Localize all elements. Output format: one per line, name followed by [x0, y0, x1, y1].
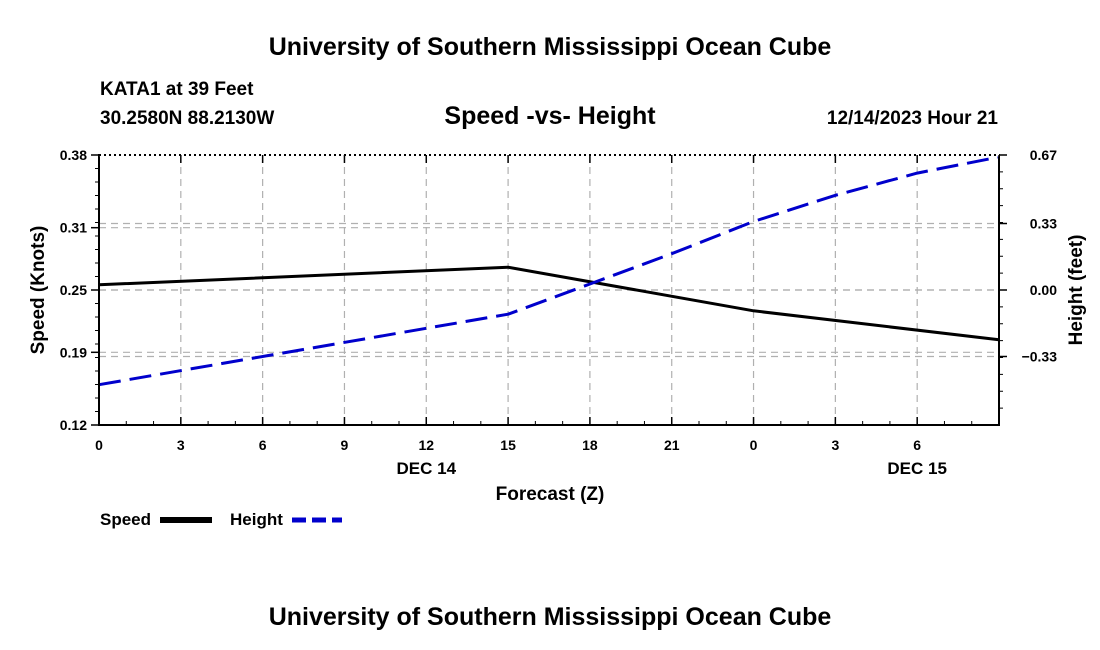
- y2-tick-label: −0.33: [1022, 348, 1058, 364]
- height-series-line: [98, 155, 1000, 387]
- y-tick-label: 0.12: [60, 417, 87, 433]
- y-tick-label: 0.38: [60, 147, 87, 163]
- x-tick-label: 12: [418, 437, 434, 453]
- axes: 0 3 6 9 12 15 18 21 0 3 6 DEC 14 DEC 15 0.12 0.19 0.25 0…: [60, 147, 1057, 478]
- x-tick-label: 18: [582, 437, 598, 453]
- y2-tick-label: 0.00: [1030, 282, 1057, 298]
- x-tick-label: 3: [831, 437, 839, 453]
- x-tick-label: 6: [913, 437, 921, 453]
- x-tick-label: 6: [259, 437, 267, 453]
- legend-height-label: Height: [230, 510, 283, 529]
- y2-axis-title: Height (feet): [1066, 235, 1087, 346]
- legend: Speed Height: [100, 510, 342, 529]
- y-tick-label: 0.25: [60, 282, 87, 298]
- y-tick-label: 0.19: [60, 344, 87, 360]
- y-tick-label: 0.31: [60, 220, 87, 236]
- grid: [99, 154, 999, 425]
- x-tick-label: 0: [750, 437, 758, 453]
- series-layer: [98, 155, 1000, 387]
- chart-title: Speed -vs- Height: [444, 102, 656, 130]
- x-date-label: DEC 15: [887, 459, 947, 478]
- footer-title: University of Southern Mississippi Ocean…: [269, 603, 832, 631]
- y2-tick-label: 0.33: [1030, 216, 1057, 232]
- speed-series-line: [98, 265, 1000, 342]
- station-label: KATA1 at 39 Feet: [100, 79, 254, 100]
- x-tick-label: 3: [177, 437, 185, 453]
- x-tick-label: 15: [500, 437, 516, 453]
- x-axis-title: Forecast (Z): [496, 484, 605, 505]
- main-title: University of Southern Mississippi Ocean…: [269, 33, 832, 61]
- x-date-label: DEC 14: [397, 459, 457, 478]
- x-tick-label: 0: [95, 437, 103, 453]
- x-tick-label: 21: [664, 437, 680, 453]
- datetime-label: 12/14/2023 Hour 21: [827, 108, 999, 129]
- x-tick-label: 9: [341, 437, 349, 453]
- y-axis-title: Speed (Knots): [28, 226, 49, 355]
- y2-tick-label: 0.67: [1030, 147, 1057, 163]
- coords-label: 30.2580N 88.2130W: [100, 108, 274, 129]
- legend-speed-label: Speed: [100, 510, 151, 529]
